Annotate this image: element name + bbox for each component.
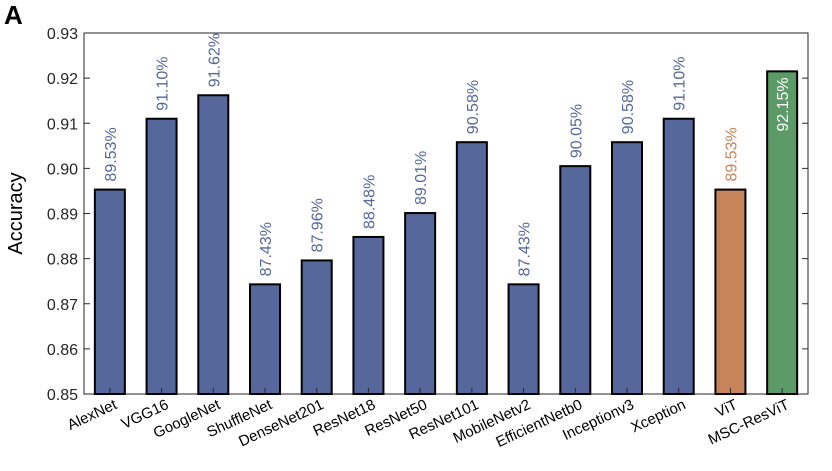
bar-resnet50 [404,212,437,395]
x-tick-label: ViT [713,396,740,421]
data-label: 90.58% [465,80,482,134]
plot-frame [83,32,809,395]
bar-densenet201 [300,259,333,395]
data-label: 90.05% [568,104,585,158]
data-label: 87.43% [258,222,275,276]
x-tick-label: Xception [628,396,688,436]
data-label: 91.10% [672,56,689,110]
y-tick-label: 0.93 [47,26,78,43]
data-label: 87.43% [517,222,534,276]
y-tick-label: 0.89 [47,207,78,224]
data-label: 90.58% [620,80,637,134]
bar-googlenet [197,94,230,396]
data-label: 91.10% [155,56,172,110]
data-label: 89.01% [413,151,430,205]
data-label: 89.53% [103,127,120,181]
y-tick-label: 0.86 [47,342,78,359]
bar-resnet101 [455,141,488,395]
data-label: 87.96% [310,198,327,252]
y-tick-label: 0.90 [47,161,78,178]
bar-xception [662,117,695,396]
y-tick-label: 0.91 [47,116,78,133]
bar-vgg16 [145,117,178,396]
bar-mobilenetv2 [507,283,540,395]
y-tick-label: 0.85 [47,387,78,404]
bar-msc-resvit [766,70,799,395]
bar-inceptionv3 [611,141,643,395]
bar-shufflenet [249,283,281,395]
y-axis-label: Accuracy [5,172,27,254]
y-tick-label: 0.87 [47,297,78,314]
data-label: 88.48% [361,175,378,229]
data-label: 92.15% [775,77,792,131]
bar-vit [714,188,747,395]
y-tick-label: 0.88 [47,252,78,269]
bar-alexnet [93,188,126,395]
bar-resnet18 [352,235,385,395]
bar-efficientnetb0 [559,165,592,395]
data-label: 91.62% [206,33,223,87]
y-tick-label: 0.92 [47,71,78,88]
panel-label: A [4,0,23,30]
data-label: 89.53% [723,127,740,181]
